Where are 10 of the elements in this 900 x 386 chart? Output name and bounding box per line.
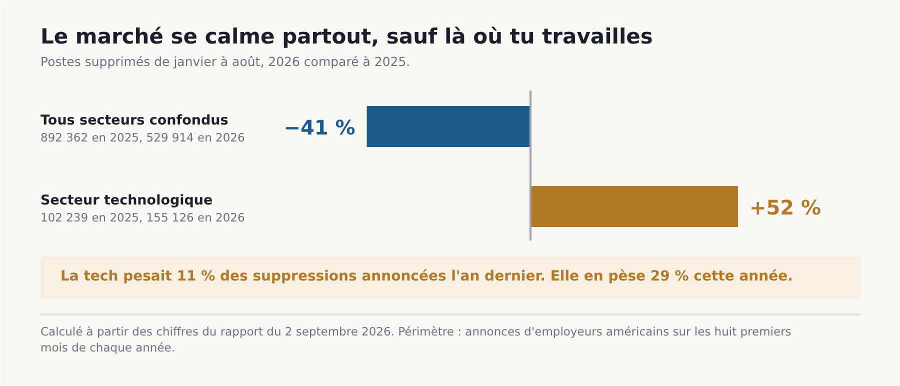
text: 102 239 en 2025, 155 126 en 2026	[40, 210, 245, 224]
chart-title: Le marché se calme partout, sauf là où tu travailles	[40, 24, 653, 48]
data-label: −41 %	[284, 116, 356, 140]
y-tick-label: Secteur technologique	[40, 192, 213, 208]
y-tick-label: Tous secteurs confondus	[40, 112, 228, 128]
text: 892 362 en 2025, 529 914 en 2026	[40, 130, 245, 144]
text: Postes supprimés de janvier à août, 2026 comparé à 2025.	[40, 54, 410, 69]
text: Calculé à partir des chiffres du rapport du 2 septembre 2026. Périmètre : annonces d'employeurs américains sur les huit premiers mois de chaque année.	[40, 324, 792, 354]
text: La tech pesait 11 % des suppressions annoncées l'an dernier. Elle en pèse 29 % cette année.	[60, 268, 793, 284]
data-label: +52 %	[750, 196, 822, 220]
